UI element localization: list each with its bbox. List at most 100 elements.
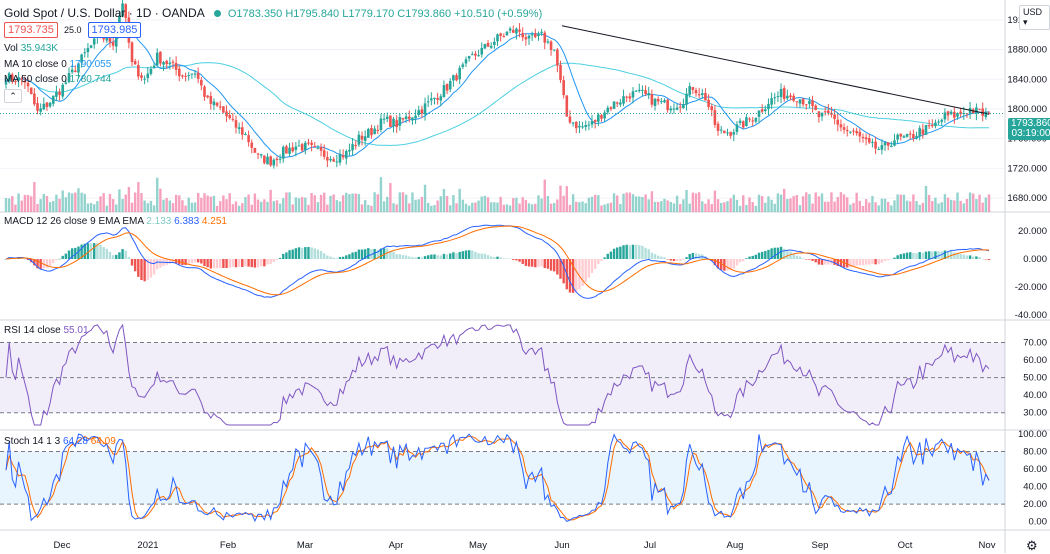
macd-histogram-bar — [934, 251, 937, 259]
volume-bar — [628, 192, 632, 212]
macd-histogram-bar — [26, 259, 30, 261]
currency-selector[interactable]: USD ▾ — [1019, 5, 1050, 30]
macd-histogram-bar — [688, 254, 691, 259]
candle-body — [852, 130, 855, 132]
volume-bar — [452, 195, 455, 212]
stoch-tick-label: 0.00 — [1029, 517, 1048, 528]
macd-histogram-bar — [801, 258, 805, 259]
price-tick-label: 1800.000 — [1007, 104, 1047, 115]
candle-body — [395, 120, 398, 128]
macd-histogram-bar — [508, 258, 512, 260]
macd-histogram-bar — [433, 254, 436, 259]
candle-body — [404, 116, 408, 120]
macd-histogram-bar — [644, 247, 647, 259]
macd-histogram-bar — [99, 244, 102, 259]
settings-gear-icon[interactable]: ⚙ — [1026, 538, 1038, 553]
candle-body — [912, 134, 915, 139]
candle-body — [710, 106, 714, 111]
volume-bar — [389, 183, 392, 212]
candle-body — [530, 34, 534, 36]
volume-bar — [449, 205, 452, 212]
candle-body — [420, 109, 424, 114]
volume-bar — [559, 185, 562, 212]
ma10-legend[interactable]: MA 10 close 0 1790.055 — [4, 59, 112, 70]
macd-histogram-bar — [543, 259, 546, 269]
volume-bar — [159, 188, 162, 212]
macd-histogram-bar — [912, 252, 915, 259]
volume-bar — [789, 198, 792, 212]
volume-bar — [329, 195, 332, 212]
candle-body — [606, 107, 610, 113]
volume-bar — [852, 202, 855, 212]
volume-bar — [42, 193, 46, 212]
volume-bar — [237, 205, 241, 212]
volume-bar — [288, 192, 291, 212]
volume-bar — [458, 188, 461, 212]
macd-histogram-bar — [483, 253, 487, 259]
volume-bar — [773, 203, 776, 212]
volume-bar — [871, 195, 874, 212]
macd-histogram-bar — [719, 259, 723, 270]
macd-histogram-bar — [909, 252, 912, 259]
volume-bar — [212, 195, 216, 212]
volume-bar — [660, 201, 663, 212]
ma50-legend[interactable]: MA 50 close 0 1780.744 — [4, 74, 112, 85]
candle-body — [392, 118, 395, 127]
macd-histogram-bar — [294, 248, 298, 259]
volume-bar — [978, 194, 981, 212]
rsi-tick-label: 50.00 — [1023, 373, 1047, 384]
stoch-legend[interactable]: Stoch 14 1 3 64.28 64.09 — [4, 436, 116, 447]
collapse-legend-button[interactable]: ⌃ — [4, 89, 22, 103]
time-tick-label: Apr — [389, 540, 404, 551]
volume-bar — [357, 193, 361, 212]
volume-bar — [99, 196, 102, 212]
volume-bar — [896, 194, 899, 212]
candle-body — [297, 145, 301, 147]
volume-bar — [502, 204, 506, 212]
sell-button[interactable]: 1793.735 — [4, 22, 58, 38]
candle-body — [521, 33, 525, 38]
symbol-title[interactable]: Gold Spot / U.S. Dollar · 1D · OANDA — [4, 6, 205, 20]
macd-histogram-bar — [521, 259, 524, 264]
macd-histogram-bar — [726, 259, 729, 271]
volume-bar — [414, 199, 417, 212]
volume-bar — [445, 196, 449, 212]
vol-legend[interactable]: Vol 35.943K — [4, 43, 58, 54]
volume-bar — [779, 194, 783, 212]
volume-bar — [540, 198, 543, 212]
buy-button[interactable]: 1793.985 — [87, 22, 142, 38]
macd-histogram-bar — [196, 259, 200, 263]
volume-bar — [348, 194, 351, 212]
candle-body — [574, 121, 578, 129]
candle-body — [741, 121, 745, 128]
macd-histogram-bar — [193, 259, 197, 263]
candle-body — [634, 90, 638, 92]
candle-body — [121, 3, 124, 17]
candle-body — [373, 128, 376, 135]
rsi-legend[interactable]: RSI 14 close 55.01 — [4, 325, 89, 336]
candle-body — [430, 98, 433, 101]
volume-bar — [370, 205, 373, 212]
macd-histogram-bar — [395, 254, 398, 259]
macd-histogram-bar — [215, 259, 219, 269]
volume-bar — [946, 197, 950, 212]
candle-body — [823, 111, 827, 113]
macd-histogram-bar — [679, 259, 682, 261]
macd-legend[interactable]: MACD 12 26 close 9 EMA EMA 2.133 6.383 4… — [4, 216, 227, 227]
macd-histogram-bar — [754, 254, 758, 259]
candle-body — [543, 32, 547, 43]
candle-body — [269, 156, 272, 166]
time-tick-label: Aug — [727, 540, 744, 551]
volume-bar — [354, 193, 357, 212]
candle-body — [565, 95, 569, 117]
macd-histogram-bar — [902, 253, 906, 259]
candle-body — [58, 91, 61, 96]
candle-body — [86, 48, 90, 53]
candle-body — [874, 141, 877, 149]
candle-body — [250, 142, 254, 148]
volume-bar — [549, 203, 553, 212]
volume-bar — [984, 197, 988, 212]
candle-body — [691, 87, 695, 90]
macd-histogram-bar — [474, 251, 477, 259]
